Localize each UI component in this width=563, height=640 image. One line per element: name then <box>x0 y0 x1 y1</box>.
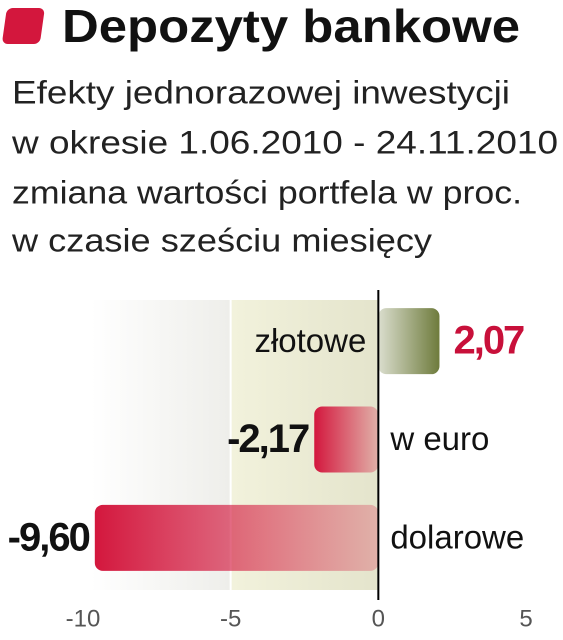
category-label: dolarowe <box>390 519 524 556</box>
subtitle: zmiana wartości portfela w proc. <box>12 174 522 210</box>
x-tick-label: -10 <box>66 605 101 632</box>
category-label: złotowe <box>254 322 366 359</box>
x-tick-label: 0 <box>372 605 385 632</box>
bar <box>314 406 379 473</box>
bar <box>378 308 440 375</box>
x-tick-label: -5 <box>220 605 241 632</box>
chart-title: Depozyty bankowe <box>62 0 520 52</box>
value-label: -2,17 <box>227 417 309 461</box>
subtitle: Efekty jednorazowej inwestycji <box>12 74 510 110</box>
category-label: w euro <box>389 420 489 457</box>
bar <box>94 504 379 571</box>
subtitle: w okresie 1.06.2010 - 24.11.2010 <box>11 124 558 160</box>
value-label: -9,60 <box>8 515 90 559</box>
value-label: 2,07 <box>453 319 524 363</box>
title-icon <box>2 8 45 44</box>
x-tick-label: 5 <box>519 605 532 632</box>
subtitle: w czasie sześciu miesięcy <box>11 222 432 258</box>
